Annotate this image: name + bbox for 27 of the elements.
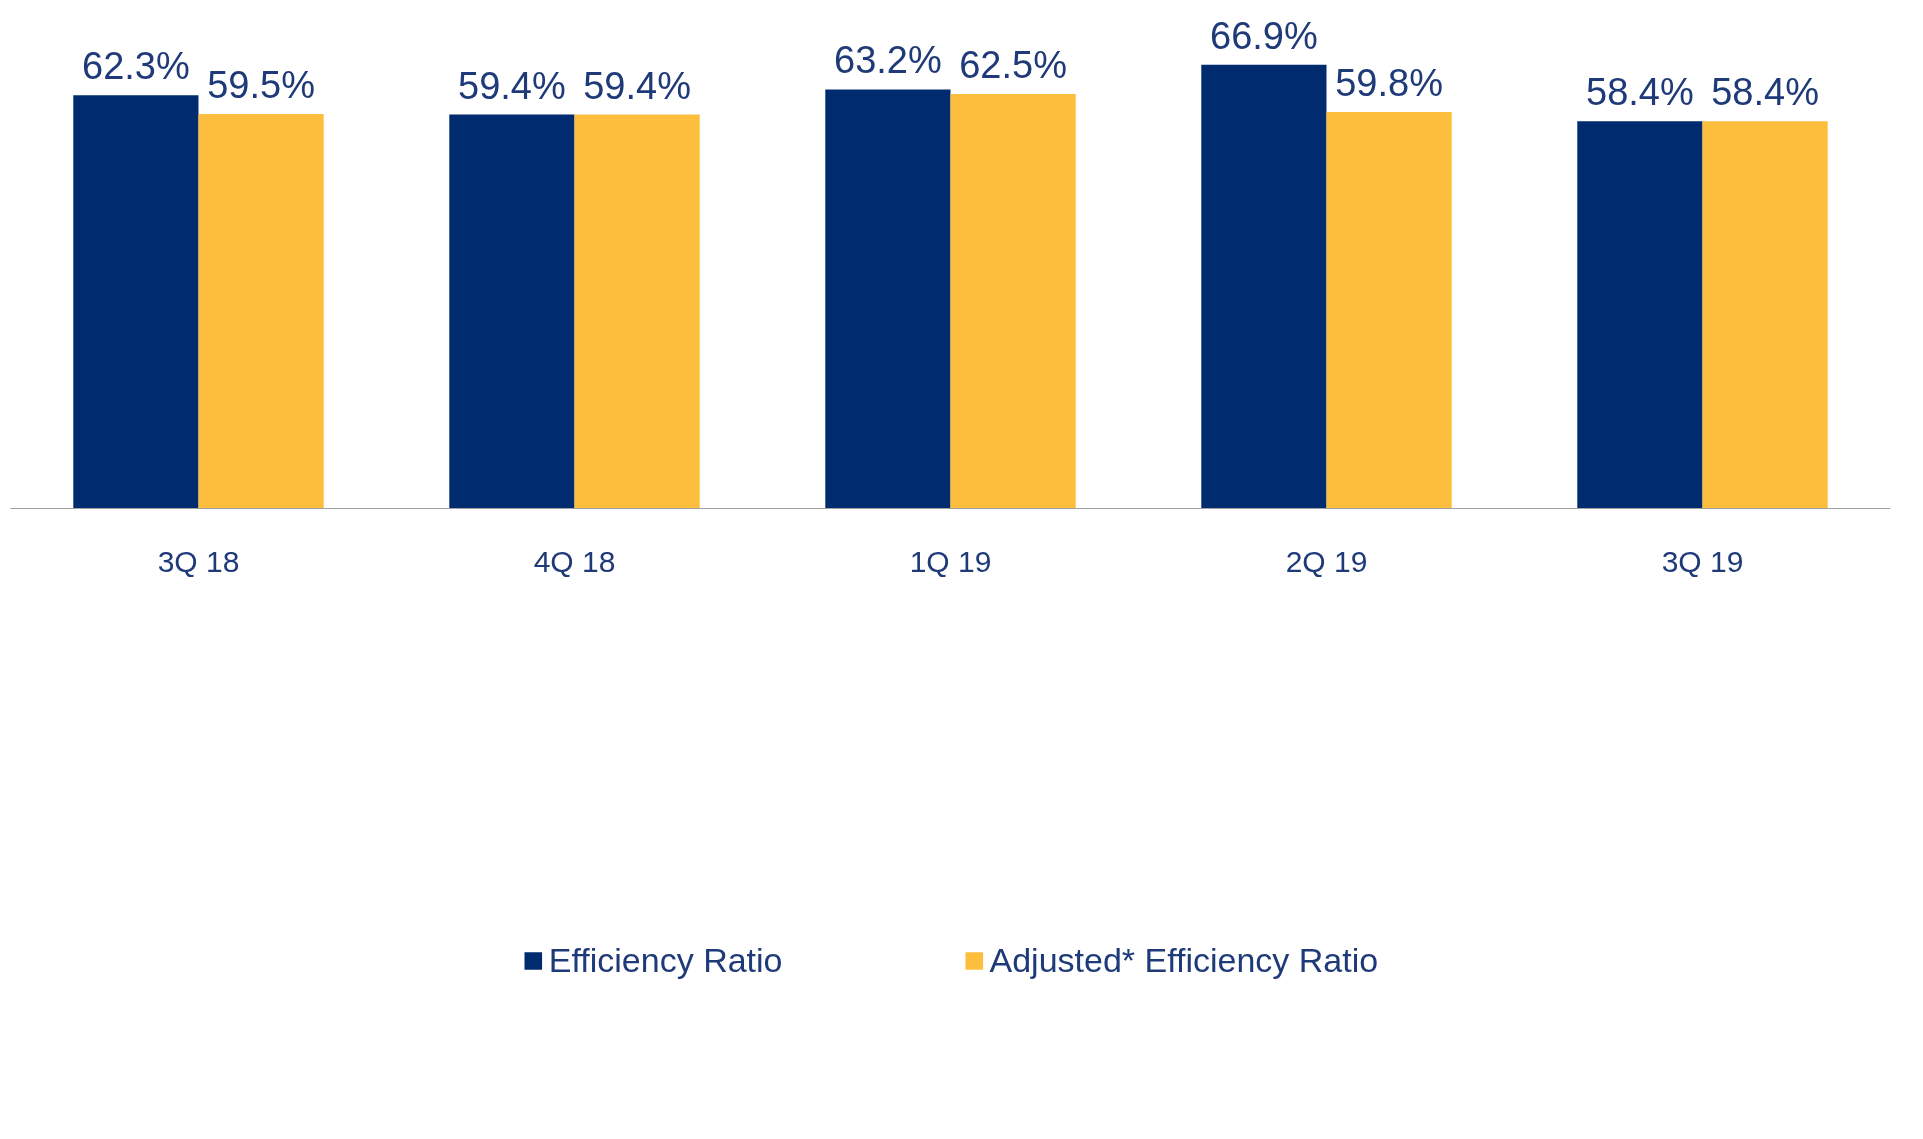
bar — [73, 95, 199, 509]
data-label: 59.5% — [207, 63, 315, 106]
x-tick-label: 3Q 19 — [1661, 544, 1744, 578]
bar — [1201, 64, 1327, 509]
bar — [1702, 121, 1828, 509]
x-tick-label: 1Q 19 — [909, 544, 992, 578]
bar — [574, 114, 700, 509]
x-tick-label: 4Q 18 — [533, 544, 616, 578]
x-tick-label: 2Q 19 — [1285, 544, 1368, 578]
bar — [198, 113, 324, 509]
data-label: 63.2% — [834, 39, 942, 82]
data-label: 59.4% — [583, 64, 691, 107]
bar — [449, 114, 575, 509]
bar — [950, 94, 1076, 509]
x-tick-label: 3Q 18 — [157, 544, 240, 578]
bar — [1577, 121, 1703, 509]
data-label: 62.3% — [82, 45, 190, 88]
legend-label: Efficiency Ratio — [548, 940, 783, 980]
data-label: 59.4% — [458, 64, 566, 107]
bar — [825, 89, 951, 509]
data-label: 59.8% — [1335, 61, 1443, 104]
bar — [1326, 111, 1452, 509]
data-label: 58.4% — [1586, 71, 1694, 114]
legend-label: Adjusted* Efficiency Ratio — [989, 940, 1379, 980]
data-label: 58.4% — [1711, 71, 1819, 114]
data-label: 66.9% — [1210, 14, 1318, 57]
data-label: 62.5% — [959, 44, 1067, 87]
